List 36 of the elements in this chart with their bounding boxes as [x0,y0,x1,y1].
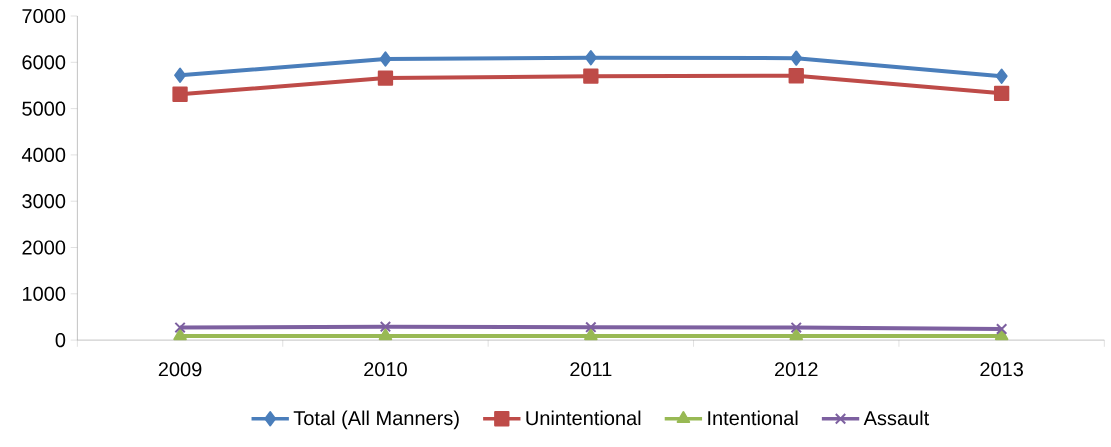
point [377,70,394,86]
point [585,321,597,333]
x-tick-label: 2010 [364,362,407,377]
x-tick-label: 2011 [570,362,612,377]
y-tick-label: 3000 [22,194,66,209]
point [379,51,392,67]
x-tick-label: 2009 [158,362,202,377]
legend-label: Assault [863,410,930,426]
y-tick-label: 0 [55,333,66,348]
point [584,50,597,66]
legend-label: Intentional [708,410,798,426]
point [173,328,187,341]
legend-label: Total (All Manners) [293,410,459,430]
y-tick-label: 5000 [22,101,66,116]
point [788,68,804,84]
legend-label: Unintentional [526,410,641,426]
point [378,328,393,341]
y-tick-label: 1000 [23,286,66,301]
point [993,85,1010,102]
point [790,321,802,334]
y-tick-label: 6000 [22,55,66,70]
y-tick-label: 4000 [21,147,66,163]
point [379,321,392,333]
point [584,328,598,341]
point [172,86,188,103]
point [995,323,1008,335]
point [174,321,186,334]
point [995,68,1008,84]
point [583,68,599,84]
point [174,67,187,84]
y-tick-label: 2000 [22,240,66,255]
x-tick-label: 2012 [774,362,818,377]
point [789,328,804,341]
y-tick-label: 7000 [22,9,66,24]
point [790,50,803,66]
x-tick-label: 2013 [980,362,1023,377]
